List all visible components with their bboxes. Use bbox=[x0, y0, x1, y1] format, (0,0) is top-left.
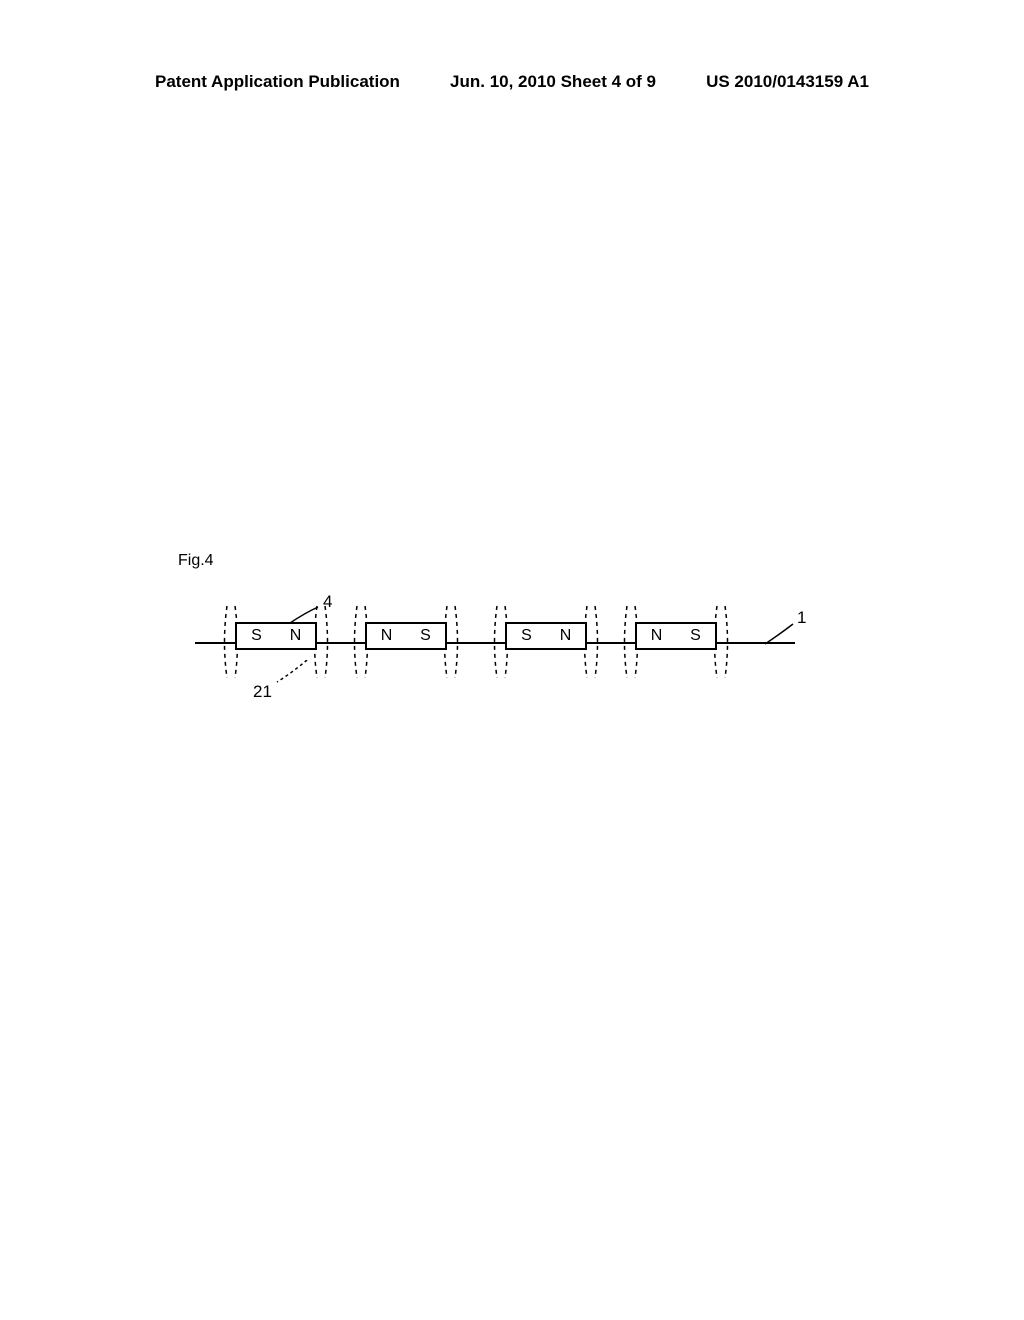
magnet-4: N S bbox=[635, 622, 717, 650]
magnet-pole: N bbox=[276, 624, 315, 648]
header-center: Jun. 10, 2010 Sheet 4 of 9 bbox=[450, 72, 656, 92]
magnet-pole: N bbox=[637, 624, 676, 648]
magnet-2: N S bbox=[365, 622, 447, 650]
magnet-1: S N bbox=[235, 622, 317, 650]
magnet-pole: S bbox=[676, 624, 715, 648]
field-line bbox=[325, 606, 328, 678]
field-line bbox=[495, 606, 498, 678]
field-line bbox=[595, 606, 598, 678]
header-left: Patent Application Publication bbox=[155, 72, 400, 92]
diagram: S N N S S N N S 4 21 1 bbox=[195, 600, 795, 720]
page-header: Patent Application Publication Jun. 10, … bbox=[0, 72, 1024, 92]
magnet-pole: S bbox=[406, 624, 445, 648]
magnet-pole: S bbox=[507, 624, 546, 648]
leader-21 bbox=[275, 660, 310, 685]
magnet-3: S N bbox=[505, 622, 587, 650]
leader-4 bbox=[290, 605, 320, 625]
field-line bbox=[225, 606, 228, 678]
magnet-pole: S bbox=[237, 624, 276, 648]
figure-label: Fig.4 bbox=[178, 552, 214, 570]
leader-1 bbox=[765, 622, 795, 647]
field-line bbox=[725, 606, 728, 678]
label-ref-1: 1 bbox=[797, 608, 806, 628]
header-right: US 2010/0143159 A1 bbox=[706, 72, 869, 92]
field-line bbox=[625, 606, 628, 678]
label-ref-4: 4 bbox=[323, 592, 332, 612]
magnet-pole: N bbox=[546, 624, 585, 648]
field-line bbox=[355, 606, 358, 678]
field-line bbox=[455, 606, 458, 678]
magnet-pole: N bbox=[367, 624, 406, 648]
label-ref-21: 21 bbox=[253, 682, 272, 702]
